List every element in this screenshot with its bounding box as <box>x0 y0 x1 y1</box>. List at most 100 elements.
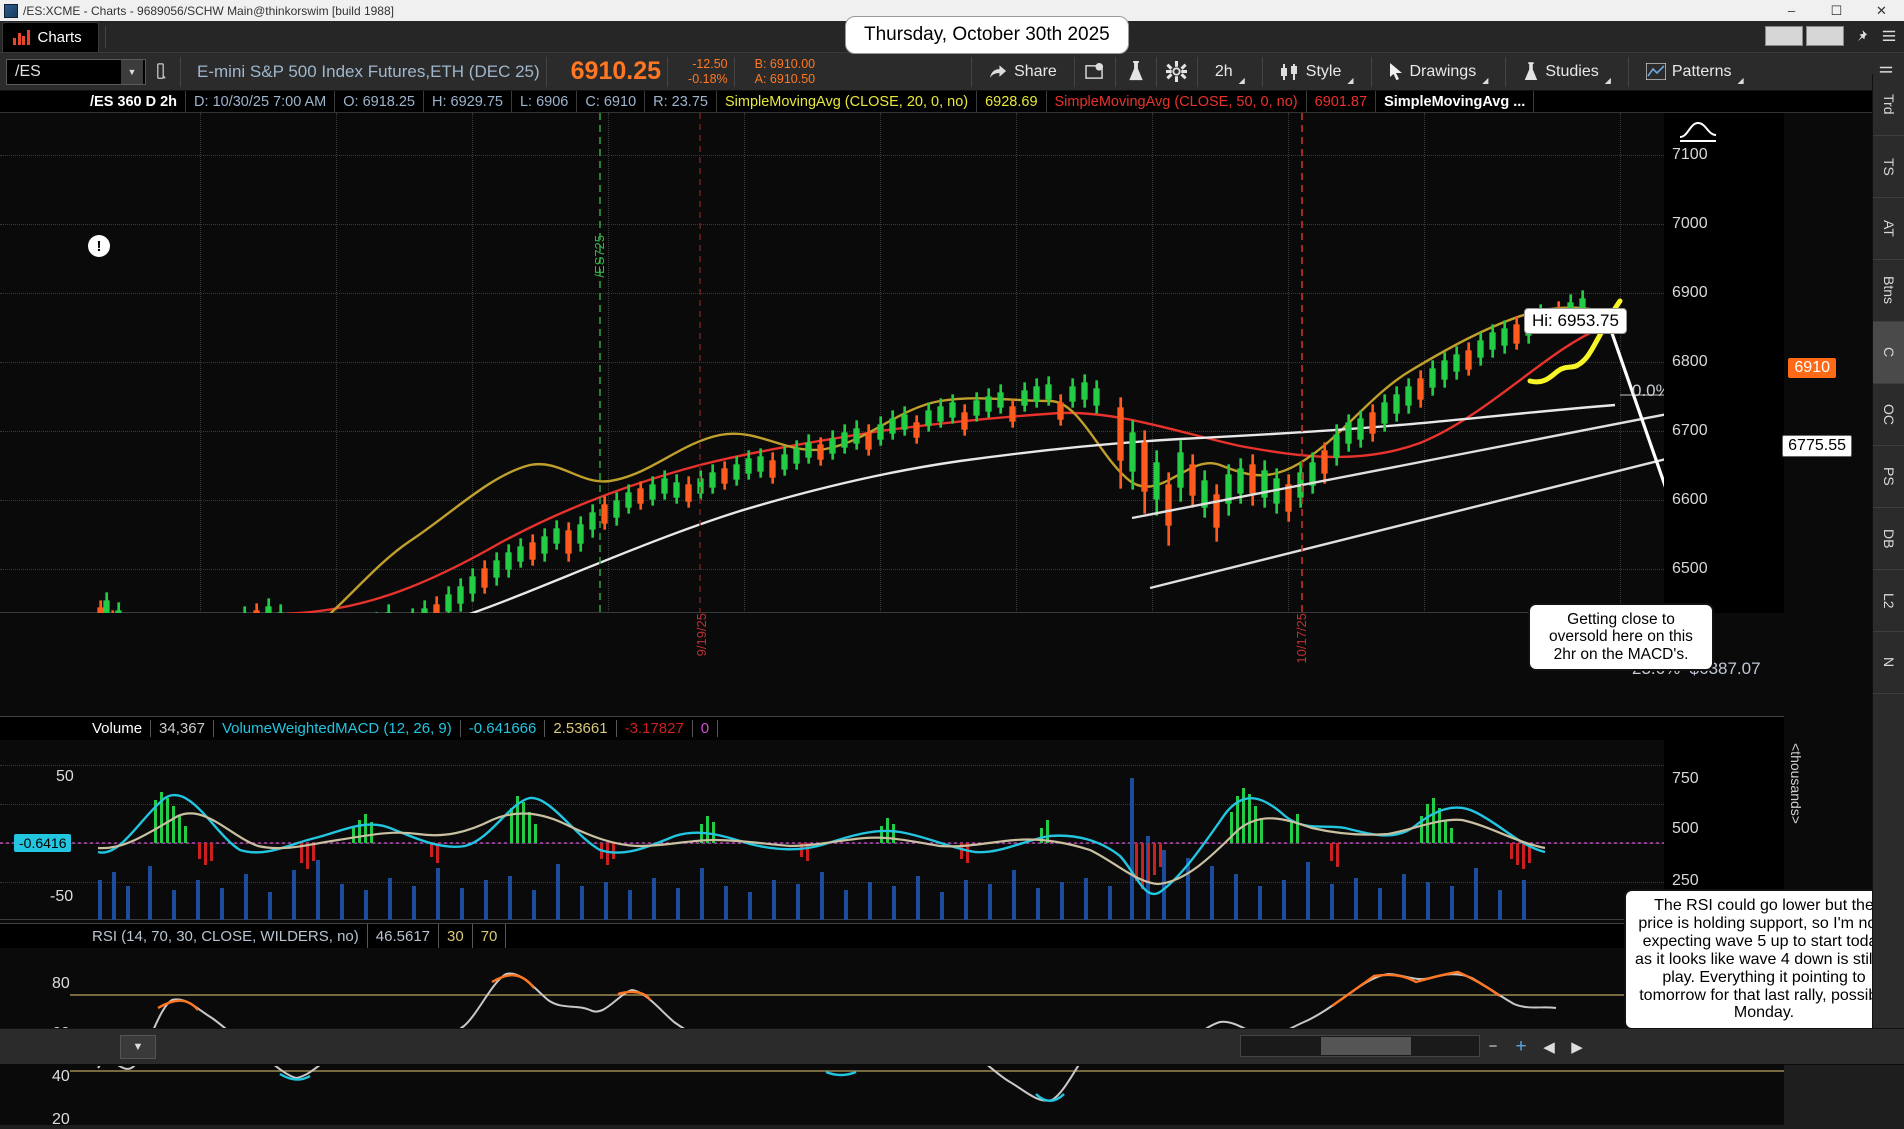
rsi-info-row: RSI (14, 70, 30, CLOSE, WILDERS, no) 46.… <box>0 923 1784 949</box>
symbol-description: E-mini S&P 500 Index Futures,ETH (DEC 25… <box>197 61 540 81</box>
scroll-left-icon[interactable]: ◀ <box>1543 1038 1555 1056</box>
toolbar-divider-6 <box>1073 56 1075 87</box>
maximize-button[interactable]: ☐ <box>1830 2 1843 18</box>
info-sma20-label[interactable]: SimpleMovingAvg (CLOSE, 20, 0, no) <box>717 90 978 113</box>
toolbar-divider-4 <box>733 56 735 87</box>
tab-charts[interactable]: Charts <box>2 21 99 52</box>
last-price: 6910.25 <box>570 57 662 85</box>
info-range: R: 23.75 <box>645 90 717 113</box>
chart-area[interactable]: ! <box>0 113 1904 1128</box>
horizontal-scrollbar[interactable] <box>1240 1035 1480 1057</box>
toolbar-divider-13 <box>1627 56 1629 87</box>
sidebar-item-ps[interactable]: PS <box>1873 446 1904 508</box>
candles-icon <box>1280 63 1300 81</box>
style-button[interactable]: Style ◢ <box>1269 54 1365 90</box>
price-tick: 7000 <box>1672 215 1708 232</box>
sidebar-item-c[interactable]: C <box>1873 322 1904 384</box>
dropdown-triangle-icon: ◢ <box>1347 75 1354 85</box>
layout-box-2[interactable] <box>1806 26 1844 46</box>
sidebar-item-at[interactable]: AT <box>1873 198 1904 260</box>
macd-tick-lower: -50 <box>50 888 74 905</box>
toolbar-divider-3 <box>667 56 669 87</box>
current-price-badge: 6910 <box>1788 358 1836 378</box>
toolbar-divider-10 <box>1261 56 1263 87</box>
app-icon <box>4 3 18 18</box>
rsi-upper-band: 70 <box>473 923 507 949</box>
notes-icon[interactable] <box>1081 57 1109 87</box>
info-sma50-value: 6901.87 <box>1307 90 1377 113</box>
layout-box-1[interactable] <box>1765 26 1803 46</box>
vline-label-red-1: 9/19/25 <box>694 613 709 657</box>
price-candlesticks <box>97 113 1784 613</box>
macd-volume-pane[interactable]: -0.6416 <box>0 740 1784 920</box>
dropdown-triangle-icon: ◢ <box>1482 75 1489 85</box>
flask-studies-icon[interactable] <box>1122 57 1150 87</box>
info-date: D: 10/30/25 7:00 AM <box>186 90 336 113</box>
dropdown-triangle-icon: ◢ <box>1604 75 1611 85</box>
volume-label[interactable]: Volume <box>84 720 152 737</box>
studies-label: Studies <box>1545 62 1599 80</box>
tabbar-right-controls <box>1765 23 1902 49</box>
macd-zero-line: 0 <box>693 720 719 737</box>
macd-label[interactable]: VolumeWeightedMACD (12, 26, 9) <box>214 720 461 737</box>
rsi-label[interactable]: RSI (14, 70, 30, CLOSE, WILDERS, no) <box>84 923 368 949</box>
rsi-callout[interactable]: The RSI could go lower but the price is … <box>1624 889 1904 1031</box>
sidebar-item-trd[interactable]: Trd <box>1873 74 1904 136</box>
rsi-tick: 40 <box>52 1068 70 1085</box>
price-tick: 6900 <box>1672 284 1708 301</box>
drawings-label: Drawings <box>1409 62 1477 80</box>
timeframe-button[interactable]: 2h ◢ <box>1204 54 1256 90</box>
dropdown-triangle-icon: ◢ <box>1737 75 1744 85</box>
sidebar-item-n[interactable]: N <box>1873 632 1904 694</box>
close-button[interactable]: ✕ <box>1876 2 1887 18</box>
sidebar-item-l2[interactable]: L2 <box>1873 570 1904 632</box>
chevron-down-icon[interactable]: ▼ <box>121 59 143 84</box>
price-pane[interactable]: ! <box>0 113 1784 678</box>
price-tick: 6800 <box>1672 353 1708 370</box>
rsi-lower-band: 30 <box>439 923 473 949</box>
scroll-right-icon[interactable]: ▶ <box>1571 1038 1583 1056</box>
macd-tick-upper: 50 <box>56 768 74 785</box>
toolbar-divider-11 <box>1370 56 1372 87</box>
scrollbar-thumb[interactable] <box>1321 1037 1411 1055</box>
sidebar-item-oc[interactable]: OC <box>1873 384 1904 446</box>
studies-button[interactable]: Studies ◢ <box>1512 54 1622 90</box>
macd-value: -0.641666 <box>461 720 546 737</box>
rsi-tick: 80 <box>52 975 70 992</box>
high-price-label: Hi: 6953.75 <box>1524 308 1627 334</box>
toolbar-divider-2 <box>545 56 547 87</box>
zoom-out-icon[interactable]: − <box>1488 1038 1498 1055</box>
rsi-value: 46.5617 <box>368 923 440 949</box>
minimize-button[interactable]: – <box>1787 3 1796 18</box>
info-sma3-label[interactable]: SimpleMovingAvg ... <box>1376 90 1535 113</box>
toolbar-divider-8 <box>1155 56 1157 87</box>
gear-icon[interactable] <box>1163 57 1191 87</box>
bottom-bar: ▼ − + ◀ ▶ <box>0 1028 1904 1064</box>
zoom-in-icon[interactable]: + <box>1515 1035 1527 1057</box>
sidebar-item-ts[interactable]: TS <box>1873 136 1904 198</box>
sidebar-item-btns[interactable]: Btns <box>1873 260 1904 322</box>
sidebar-item-db[interactable]: DB <box>1873 508 1904 570</box>
menu-icon[interactable] <box>1876 23 1902 49</box>
info-sma50-label[interactable]: SimpleMovingAvg (CLOSE, 50, 0, no) <box>1047 90 1307 113</box>
tab-charts-label: Charts <box>37 28 82 46</box>
timeframe-label: 2h <box>1214 62 1233 80</box>
info-sma20-value: 6928.69 <box>977 90 1047 113</box>
alert-icon[interactable]: ! <box>88 235 110 257</box>
patterns-button[interactable]: Patterns ◢ <box>1635 54 1755 90</box>
collapse-button[interactable]: ▼ <box>120 1034 156 1059</box>
link-icon[interactable] <box>146 57 174 87</box>
tabbar-divider <box>104 25 106 48</box>
axis-scale-icon[interactable] <box>1678 117 1718 148</box>
pin-icon[interactable] <box>1847 23 1873 49</box>
price-axis[interactable]: 7100 7000 6900 6800 6700 6600 6500 6400 <box>1664 113 1784 646</box>
macd-callout[interactable]: Getting close to oversold here on this 2… <box>1528 603 1714 672</box>
price-change-group: -12.50 -0.18% <box>688 57 728 87</box>
drawings-button[interactable]: Drawings ◢ <box>1378 54 1500 90</box>
share-button[interactable]: Share <box>978 54 1068 90</box>
right-sidebar: Trd TS AT Btns C OC PS DB L2 N <box>1872 74 1904 1064</box>
pattern-chart-icon <box>1645 63 1666 80</box>
volume-axis-unit: <thousands> <box>1788 743 1804 824</box>
window-title: /ES:XCME - Charts - 9689056/SCHW Main@th… <box>23 3 394 18</box>
symbol-input[interactable]: /ES ▼ <box>6 58 146 85</box>
